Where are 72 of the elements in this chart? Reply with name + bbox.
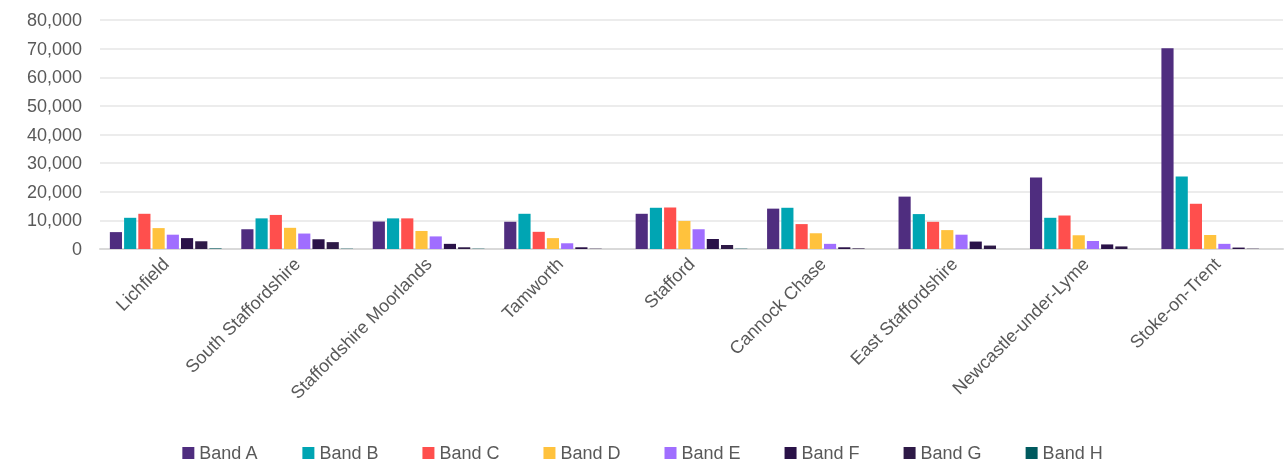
y-tick-label: 70,000 [26,38,82,59]
bar [504,221,517,249]
bar [823,243,837,249]
bar [312,239,325,249]
bar [781,207,794,249]
bar [1044,217,1057,249]
y-tick-label: 0 [71,239,82,259]
bar [898,196,911,249]
bar [298,233,311,249]
bar [109,232,123,249]
legend-label: Band E [681,443,741,463]
bar [1115,246,1128,249]
legend-label: Band D [560,443,621,463]
bar [195,241,208,249]
bar [649,207,663,249]
bar [912,214,925,249]
y-tick-label: 10,000 [26,210,82,231]
y-tick-label: 50,000 [26,95,82,116]
bar [372,221,385,249]
legend-label: Band H [1042,443,1103,463]
bar [664,207,677,249]
y-tick-label: 80,000 [26,10,82,30]
bar [166,234,179,249]
bar [1204,234,1217,249]
bar [518,213,531,249]
bar [1218,243,1231,249]
bar [532,231,545,249]
legend-label: Band A [199,443,258,463]
bar [241,229,254,249]
bar [255,218,268,249]
bar [955,234,968,249]
bar [767,208,780,249]
bar [926,221,940,249]
bar [429,236,442,249]
bar [152,228,165,249]
bar [124,217,137,249]
bar [386,218,400,249]
bar [415,230,428,249]
bar [283,227,297,249]
bar [809,233,822,249]
bar [561,243,574,249]
bar [941,230,954,249]
legend-label: Band G [920,443,982,463]
bar [1189,203,1203,249]
bar [180,238,194,249]
y-tick-label: 20,000 [26,181,82,202]
bar [720,244,734,249]
bar [1175,176,1188,249]
legend-label: Band B [319,443,379,463]
bar [1029,177,1043,249]
bar [1058,215,1071,249]
bar [635,213,648,249]
legend-label: Band C [439,443,500,463]
bar [269,214,282,249]
bar [443,243,457,249]
bar [1072,235,1085,249]
bar [692,229,705,249]
bar [138,213,151,249]
bar [1086,240,1100,249]
bar [546,238,560,249]
y-tick-label: 30,000 [26,153,82,174]
bar [401,218,414,249]
legend-label: Band F [801,443,860,463]
y-tick-label: 40,000 [26,124,82,145]
y-tick-label: 60,000 [26,67,82,88]
bar [1101,244,1114,249]
bar [1161,48,1174,249]
bar [795,224,808,249]
bar [969,241,982,249]
bar [326,242,339,249]
bar [706,238,719,249]
bar [678,220,691,249]
